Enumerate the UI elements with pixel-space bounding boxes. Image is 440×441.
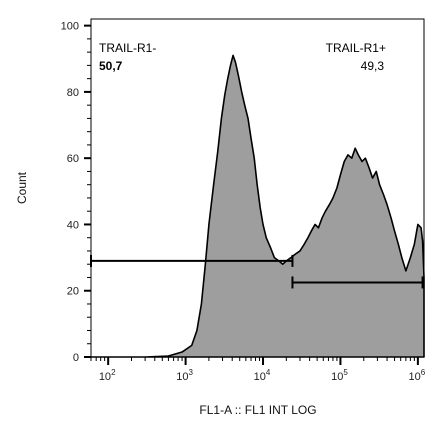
x-axis-title: FL1-A :: FL1 INT LOG	[199, 403, 316, 417]
y-tick-label: 100	[61, 21, 79, 33]
y-tick-label: 0	[73, 352, 79, 364]
histogram-area	[90, 54, 425, 358]
histogram-series	[90, 54, 425, 358]
x-tick-label: 103	[176, 368, 193, 383]
x-tick-label: 104	[254, 368, 271, 383]
y-tick-label: 60	[67, 153, 79, 165]
gate-label-negative: TRAIL-R1-	[99, 41, 156, 55]
x-tick-label: 106	[409, 368, 426, 383]
y-tick-label: 80	[67, 87, 79, 99]
x-tick-label: 105	[331, 368, 348, 383]
x-tick-label: 102	[99, 368, 116, 383]
gates-group	[90, 254, 424, 289]
y-axis-title: Count	[15, 171, 29, 204]
gate-label-positive: TRAIL-R1+	[326, 41, 386, 55]
y-tick-label: 20	[67, 286, 79, 298]
axes-group: 0 20 40 60 80 100 102 103 104 105 106	[61, 21, 426, 383]
gate-value-negative: 50,7	[99, 59, 123, 73]
y-tick-label: 40	[67, 219, 79, 231]
gate-value-positive: 49,3	[361, 59, 385, 73]
